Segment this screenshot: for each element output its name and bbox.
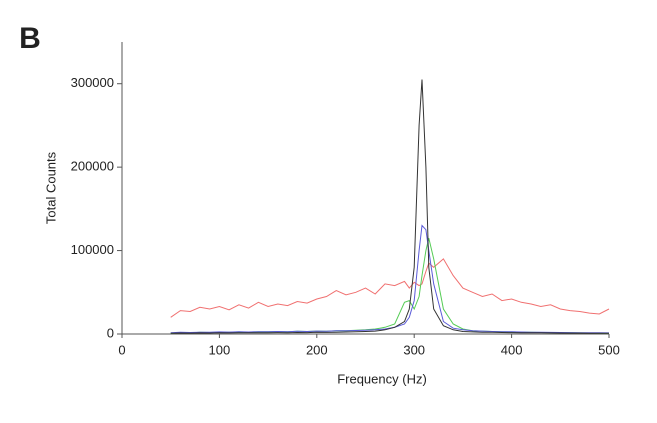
x-tick-label: 100 <box>209 342 231 357</box>
panel-label: B <box>19 22 41 55</box>
x-tick-label: 300 <box>403 342 425 357</box>
y-tick-label: 200000 <box>71 159 114 174</box>
y-tick-label: 100000 <box>71 242 114 257</box>
x-tick-label: 500 <box>598 342 620 357</box>
x-tick-label: 400 <box>501 342 523 357</box>
series-line <box>170 237 610 334</box>
y-axis-label: Total Counts <box>43 151 58 224</box>
y-tick-label: 300000 <box>71 75 114 90</box>
series-line <box>170 258 610 318</box>
y-tick-label: 0 <box>107 325 114 340</box>
x-axis-label: Frequency (Hz) <box>337 371 427 386</box>
x-tick-label: 200 <box>306 342 328 357</box>
series-line <box>170 224 610 334</box>
series-line <box>170 79 609 334</box>
x-tick-label: 0 <box>118 342 125 357</box>
